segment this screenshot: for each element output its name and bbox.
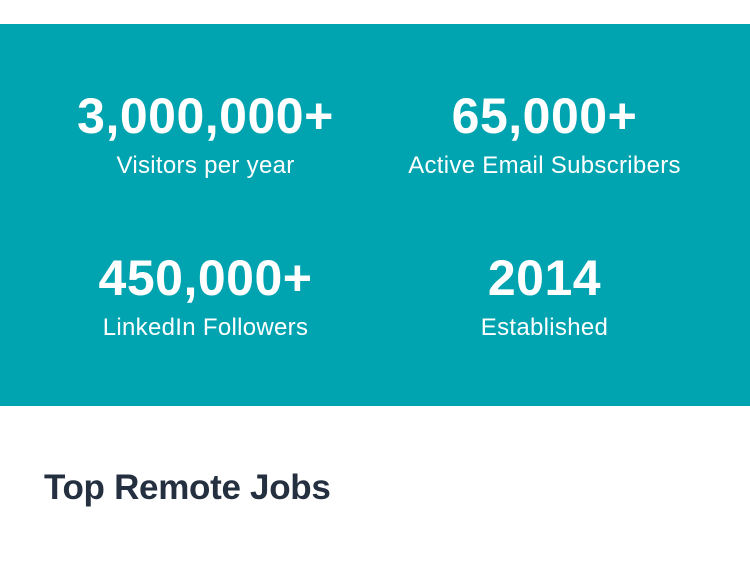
stats-banner: 3,000,000+ Visitors per year 65,000+ Act… <box>0 24 750 406</box>
stat-visitors-label: Visitors per year <box>116 151 295 179</box>
stat-linkedin-followers-label: LinkedIn Followers <box>102 313 309 341</box>
stats-grid: 3,000,000+ Visitors per year 65,000+ Act… <box>36 88 714 343</box>
stat-email-subscribers-label: Active Email Subscribers <box>408 151 681 179</box>
stat-established-value: 2014 <box>487 250 602 307</box>
stat-established-label: Established <box>480 313 609 341</box>
stat-email-subscribers-value: 65,000+ <box>451 88 638 144</box>
stat-linkedin-followers-value: 450,000+ <box>98 250 313 307</box>
stat-visitors-value: 3,000,000+ <box>77 88 334 144</box>
stat-linkedin-followers: 450,000+ LinkedIn Followers <box>36 250 375 342</box>
top-remote-jobs-section: Top Remote Jobs <box>0 406 750 508</box>
stat-email-subscribers: 65,000+ Active Email Subscribers <box>375 88 714 180</box>
stat-visitors: 3,000,000+ Visitors per year <box>36 88 375 180</box>
section-title-top-remote-jobs: Top Remote Jobs <box>44 468 331 507</box>
stat-established: 2014 Established <box>375 250 714 342</box>
